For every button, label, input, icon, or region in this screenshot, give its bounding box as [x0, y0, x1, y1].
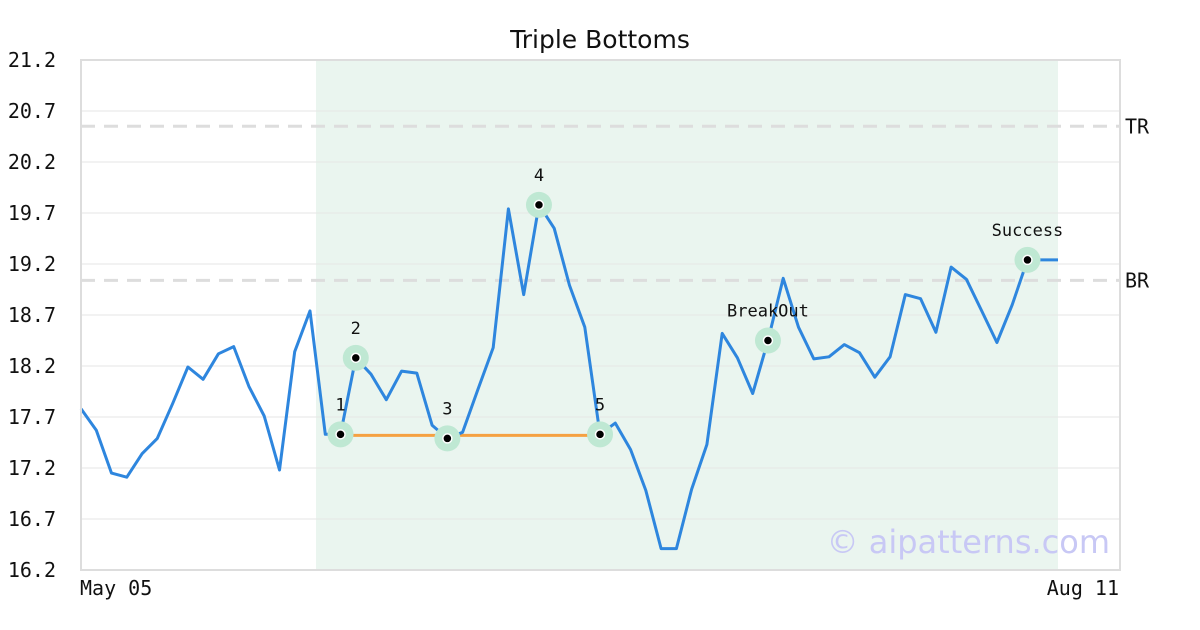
annotations: 1 2 3 4 5 BreakOut Success	[327, 166, 1064, 452]
reference-lines: TR BR	[81, 114, 1150, 292]
annotation-label: Success	[992, 221, 1064, 241]
y-tick-label: 19.2	[8, 252, 56, 276]
annotation-label: 1	[335, 395, 345, 415]
marker-point	[1022, 254, 1033, 266]
marker-point	[335, 429, 346, 440]
y-tick-label: 20.7	[8, 99, 56, 123]
watermark: © aipatterns.com	[827, 523, 1110, 561]
y-tick-label: 18.2	[8, 354, 56, 378]
marker-point	[533, 199, 545, 211]
y-tick-label: 18.7	[8, 303, 56, 327]
y-tick-label: 20.2	[8, 150, 56, 174]
y-tick-label: 16.7	[8, 507, 56, 531]
y-tick-label: 17.2	[8, 456, 56, 480]
marker-point	[594, 429, 606, 440]
annotation-label: 5	[595, 395, 605, 415]
y-axis-ticks: 16.2 16.7 17.2 17.7 18.2 18.7 19.2 19.7 20.2 20.7…	[8, 48, 56, 582]
annotation-label: 2	[351, 319, 361, 339]
x-tick-label: May 05	[80, 576, 152, 600]
x-tick-label: Aug 11	[1047, 576, 1119, 600]
marker-point	[442, 433, 453, 444]
marker-point	[762, 335, 774, 346]
reference-label-tr: TR	[1125, 114, 1150, 138]
price-line	[79, 203, 1058, 551]
marker-point	[350, 352, 362, 364]
y-tick-label: 17.7	[8, 405, 56, 429]
annotation-label: 4	[534, 166, 544, 186]
reference-label-br: BR	[1125, 268, 1150, 292]
y-tick-label: 19.7	[8, 201, 56, 225]
annotation-label: BreakOut	[727, 302, 809, 322]
chart-title: Triple Bottoms	[509, 25, 690, 54]
plot-frame	[80, 59, 1121, 571]
annotation-label: 3	[442, 399, 452, 419]
x-axis-ticks: May 05 Aug 11	[80, 576, 1119, 600]
y-tick-label: 21.2	[8, 48, 56, 72]
y-tick-label: 16.2	[8, 558, 56, 582]
